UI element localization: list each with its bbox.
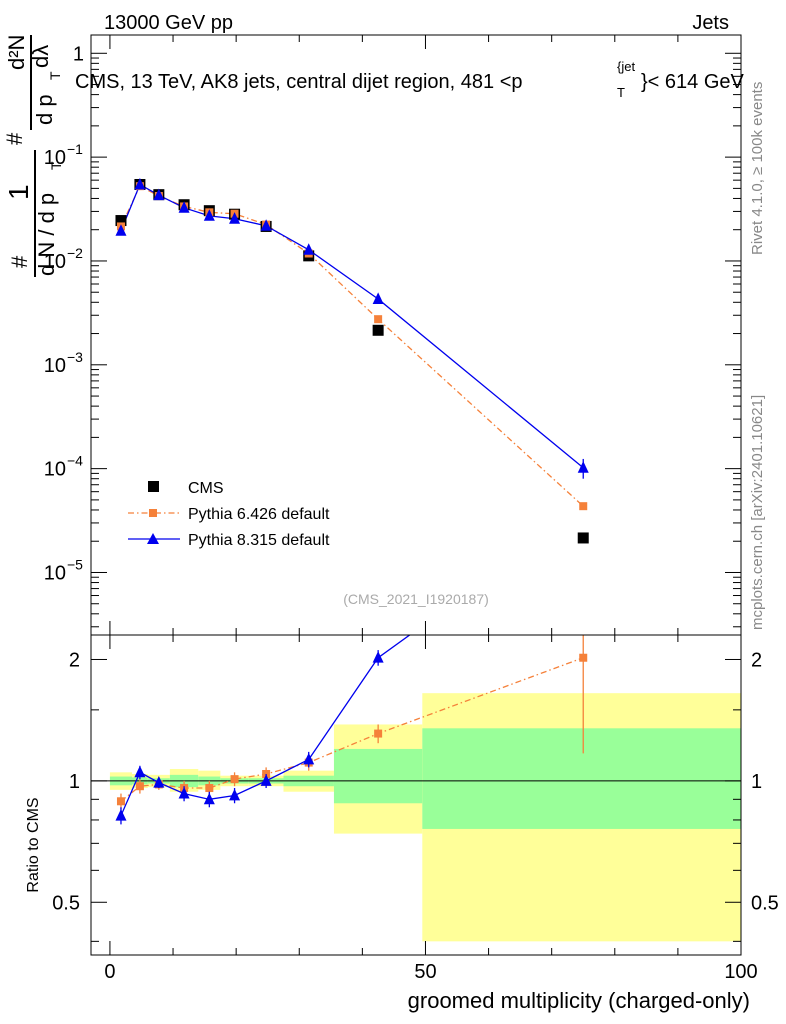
ratio-plot-series <box>115 635 588 825</box>
main-point-pythia-6-426-default-9 <box>579 502 588 511</box>
y-tick-exp-2: −3 <box>67 349 83 365</box>
rivet-version-text: Rivet 4.1.0, ≥ 100k events <box>749 82 766 255</box>
main-point-pythia-8-315-default-0 <box>115 224 127 236</box>
title-sup-jet: {jet <box>617 59 635 74</box>
main-point-pythia-8-315-default-6 <box>260 219 272 231</box>
title-sub-t: T <box>617 85 625 100</box>
ylabel-hash-2: # <box>2 132 27 145</box>
cms-point-9 <box>577 532 589 544</box>
ratio-tick-label-right-0: 0.5 <box>751 892 779 914</box>
ratio-point-pythia-8-315-default-5 <box>229 788 241 801</box>
ylabel-d2n: d²N <box>4 35 29 70</box>
legend-label-pythia8: Pythia 8.315 default <box>188 532 330 549</box>
x-axis-label: groomed multiplicity (charged-only) <box>408 988 750 1013</box>
y-axis-label: # 1 d N / d p T # d²N d p T dλ <box>2 35 64 277</box>
ratio-tick-label-left-0: 0.5 <box>52 892 80 914</box>
x-tick-label-100: 100 <box>724 961 757 983</box>
analysis-id: (CMS_2021_I1920187) <box>343 591 489 607</box>
ratio-point-pythia-6-426-default-0 <box>116 797 125 806</box>
ratio-y-axis-label: Ratio to CMS <box>25 797 42 892</box>
ratio-plot-frame <box>90 634 742 956</box>
main-point-pythia-8-315-default-4 <box>203 209 215 221</box>
ratio-point-pythia-6-426-default-4 <box>205 784 214 793</box>
plot-title: CMS, 13 TeV, AK8 jets, central dijet reg… <box>75 59 745 100</box>
y-tick-exp-4: −1 <box>67 141 83 157</box>
main-plot-series <box>115 177 589 544</box>
ratio-point-pythia-8-315-default-4 <box>203 792 215 805</box>
ratio-point-pythia-8-315-default-7 <box>303 752 315 765</box>
x-tick-label-0: 0 <box>104 961 115 983</box>
ylabel-one: 1 <box>3 184 34 200</box>
ylabel-hash-1: # <box>7 255 32 268</box>
y-tick-exp-3: −2 <box>67 245 83 261</box>
ratio-point-pythia-8-315-default-0 <box>115 809 127 821</box>
ratio-point-pythia-6-426-default-8 <box>374 729 383 738</box>
legend-label-pythia6: Pythia 6.426 default <box>188 506 330 523</box>
ylabel-dlambda: dλ <box>28 45 53 68</box>
main-point-pythia-6-426-default-8 <box>374 315 383 324</box>
legend-marker-pythia6 <box>149 509 157 517</box>
main-point-pythia-8-315-default-2 <box>153 188 165 201</box>
ratio-point-pythia-6-426-default-5 <box>230 775 239 784</box>
band-green-9 <box>422 728 741 829</box>
ratio-point-pythia-8-315-default-1 <box>134 765 146 778</box>
y-tick-label-5: 1 <box>73 43 84 65</box>
y-tick-exp-1: −4 <box>67 453 83 469</box>
ratio-point-pythia-6-426-default-1 <box>135 782 144 791</box>
y-tick-exp-0: −5 <box>67 556 83 572</box>
ratio-point-pythia-6-426-default-9 <box>579 653 588 662</box>
main-point-pythia-8-315-default-7 <box>303 243 315 255</box>
y-tick-label-1: 10 <box>44 459 66 481</box>
ratio-line-pythia-6-426-default <box>120 657 584 802</box>
cms-point-8 <box>372 324 384 336</box>
ratio-tick-label-right-2: 2 <box>751 649 762 671</box>
y-tick-label-0: 10 <box>44 562 66 584</box>
ratio-uncertainty-bands <box>109 693 741 942</box>
energy-label: 13000 GeV pp <box>104 12 233 34</box>
band-green-8 <box>333 748 423 804</box>
ylabel-dp: d p <box>32 94 57 125</box>
main-point-pythia-8-315-default-8 <box>372 292 384 304</box>
y-tick-label-3: 10 <box>44 251 66 273</box>
main-point-pythia-8-315-default-9 <box>577 461 589 473</box>
ratio-tick-label-right-1: 1 <box>751 771 762 793</box>
y-tick-label-2: 10 <box>44 355 66 377</box>
ratio-tick-label-left-2: 2 <box>69 649 80 671</box>
main-point-pythia-8-315-default-5 <box>229 212 241 224</box>
ratio-point-pythia-8-315-default-2 <box>153 776 165 788</box>
title-main: CMS, 13 TeV, AK8 jets, central dijet reg… <box>75 71 523 93</box>
ratio-point-pythia-8-315-default-6 <box>260 774 272 786</box>
ylabel-t-sub-2: T <box>47 71 63 80</box>
cms-point-0 <box>115 215 127 227</box>
legend: CMS Pythia 6.426 default Pythia 8.315 de… <box>128 480 330 549</box>
main-line-pythia-8-315-default <box>120 183 584 469</box>
legend-marker-cms <box>148 481 159 492</box>
legend-marker-pythia8 <box>147 533 159 544</box>
mcplots-reference-text: mcplots.cern.ch [arXiv:2401.10621] <box>749 395 766 630</box>
main-point-pythia-8-315-default-3 <box>178 201 190 213</box>
ylabel-t-sub-1: T <box>48 161 64 170</box>
ratio-point-pythia-8-315-default-8 <box>372 651 384 663</box>
main-line-pythia-6-426-default <box>120 185 584 507</box>
legend-label-cms: CMS <box>188 480 224 497</box>
title-tail: }< 614 GeV <box>641 71 745 93</box>
ratio-tick-label-left-1: 1 <box>69 771 80 793</box>
ratio-point-pythia-8-315-default-3 <box>178 786 190 799</box>
y-tick-label-4: 10 <box>44 147 66 169</box>
x-tick-label-50: 50 <box>414 961 436 983</box>
category-label: Jets <box>692 12 729 34</box>
main-point-pythia-8-315-default-1 <box>134 177 146 190</box>
ylabel-dn-dpt: d N / d p <box>34 193 59 276</box>
ratio-line-pythia-8-315-default <box>120 635 411 816</box>
